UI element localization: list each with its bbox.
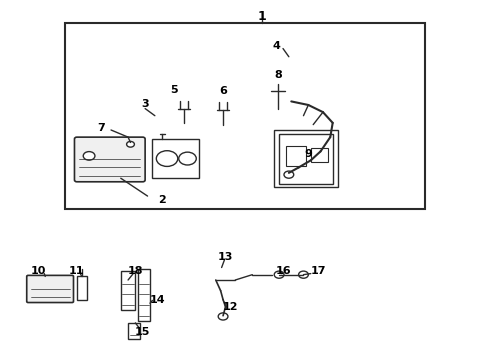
Circle shape xyxy=(83,152,95,160)
Text: 6: 6 xyxy=(219,86,227,96)
Bar xyxy=(279,134,333,184)
Bar xyxy=(128,323,140,339)
Text: 4: 4 xyxy=(273,41,281,51)
Circle shape xyxy=(274,271,284,278)
Text: 12: 12 xyxy=(222,302,238,312)
Circle shape xyxy=(126,141,134,147)
Text: 13: 13 xyxy=(218,252,233,262)
Text: 8: 8 xyxy=(274,70,282,80)
Bar xyxy=(65,23,425,208)
Circle shape xyxy=(284,171,294,178)
Text: 14: 14 xyxy=(149,295,165,305)
Text: 7: 7 xyxy=(98,123,105,133)
Bar xyxy=(138,269,150,321)
Text: 1: 1 xyxy=(258,10,267,23)
FancyBboxPatch shape xyxy=(27,275,74,302)
Text: 9: 9 xyxy=(304,149,312,159)
Bar xyxy=(311,148,328,162)
Text: 11: 11 xyxy=(69,266,85,276)
Text: 2: 2 xyxy=(158,195,166,204)
Text: 3: 3 xyxy=(141,99,149,109)
Text: 16: 16 xyxy=(276,266,292,276)
Text: 5: 5 xyxy=(171,85,178,95)
Circle shape xyxy=(156,151,178,166)
Circle shape xyxy=(179,152,196,165)
Text: 10: 10 xyxy=(30,266,46,276)
Bar xyxy=(77,276,87,300)
Text: 15: 15 xyxy=(135,327,150,337)
Bar xyxy=(274,130,338,187)
Circle shape xyxy=(298,271,308,278)
Circle shape xyxy=(218,313,228,320)
Text: 17: 17 xyxy=(310,266,326,276)
FancyBboxPatch shape xyxy=(74,137,145,182)
Bar xyxy=(152,139,199,178)
Bar xyxy=(121,271,135,310)
Text: 18: 18 xyxy=(127,266,143,276)
Bar xyxy=(287,146,306,166)
